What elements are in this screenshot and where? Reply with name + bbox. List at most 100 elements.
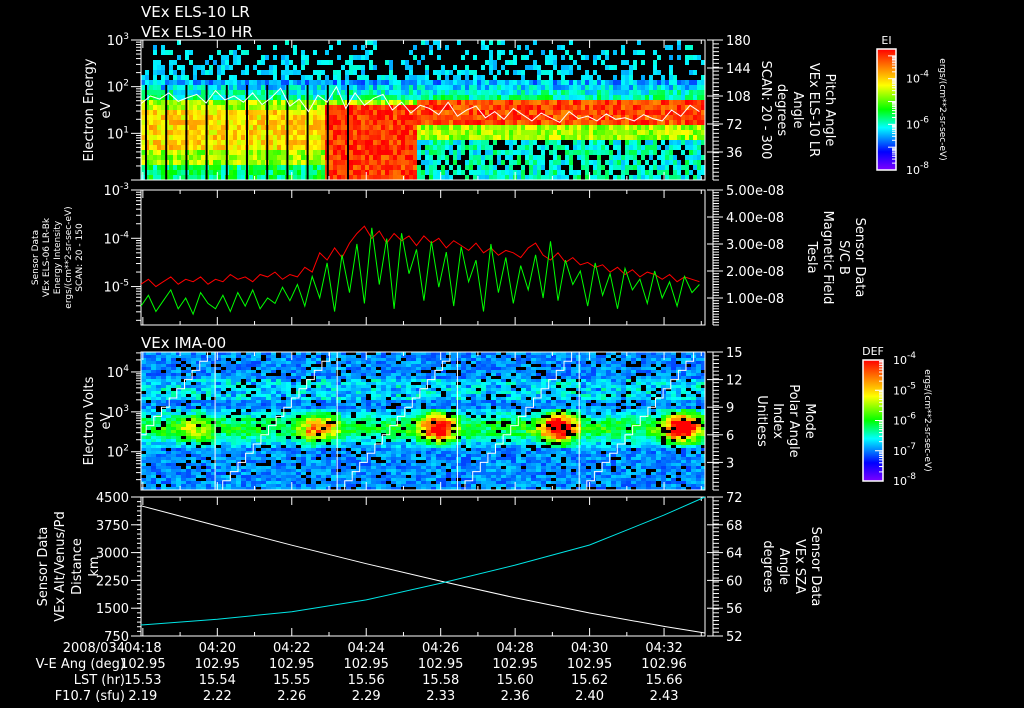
y-tick-label: 3750 xyxy=(96,519,129,534)
time-tick-label: 04:26 xyxy=(422,641,459,656)
y-axis-title: Energy Intensity xyxy=(53,220,63,294)
y2-tick-label: 2.00e-08 xyxy=(726,265,784,280)
y-axis-title: Electron Volts xyxy=(82,376,97,465)
y2-axis-title: Tesla xyxy=(804,240,819,273)
ephemeris-value: 102.95 xyxy=(120,657,166,672)
y-axis-title: VEx Alt/Venus/Pd xyxy=(53,511,68,622)
y2-tick-label: 4.00e-08 xyxy=(726,211,784,226)
y2-axis-title: VEx SZA xyxy=(792,539,807,594)
title-els-hr: VEx ELS-10 HR xyxy=(141,23,253,41)
ephemeris-value: 2.33 xyxy=(426,689,455,704)
y-axis-title: Sensor Data xyxy=(36,527,51,607)
y-tick-label: 750 xyxy=(104,630,129,645)
ephemeris-value: 102.95 xyxy=(567,657,613,672)
y2-tick-label: 52 xyxy=(726,630,743,645)
y2-tick-label: 5.00e-08 xyxy=(726,184,784,199)
colorbar-tick-label: 10-4 xyxy=(893,351,916,367)
y2-axis-title: Unitless xyxy=(754,395,769,447)
ephemeris-value: 2.22 xyxy=(203,689,232,704)
colorbar-tick-label: 10-6 xyxy=(893,412,916,428)
colorbar xyxy=(876,48,897,171)
y2-tick-label: 6 xyxy=(726,429,734,444)
colorbar-tick-label: 10-7 xyxy=(893,442,916,458)
y2-tick-label: 3 xyxy=(726,456,734,471)
y-axis-title: eV xyxy=(99,101,114,118)
ephemeris-value: 2.43 xyxy=(650,689,679,704)
y-axis-title: Sensor Data xyxy=(31,230,41,285)
ephemeris-value: 15.55 xyxy=(273,673,310,688)
colorbar-tick-label: 10-8 xyxy=(893,472,916,488)
y2-tick-label: 68 xyxy=(726,519,743,534)
y-axis-title: ergs/(cm**2-sr-sec-eV) xyxy=(64,206,74,308)
y2-tick-label: 60 xyxy=(726,574,743,589)
time-tick-label: 04:24 xyxy=(347,641,384,656)
magnetic-field-line xyxy=(140,227,700,316)
y2-axis-title: degrees xyxy=(774,84,789,137)
y-tick-label: 3000 xyxy=(96,547,129,562)
time-tick-label: 04:30 xyxy=(571,641,608,656)
ephemeris-value: 2.40 xyxy=(575,689,604,704)
y2-tick-label: 3.00e-08 xyxy=(726,238,784,253)
y2-axis-title: Angle xyxy=(790,92,805,129)
ephemeris-value: 2.26 xyxy=(277,689,306,704)
y2-axis-title: Mode xyxy=(802,403,817,438)
ephemeris-value: 2.19 xyxy=(128,689,157,704)
ephemeris-value: 102.95 xyxy=(343,657,389,672)
altitude-line xyxy=(140,505,706,634)
ephemeris-value: 15.53 xyxy=(124,673,161,688)
y2-axis-title: Magnetic Field xyxy=(820,211,835,305)
ephemeris-value: 15.62 xyxy=(571,673,608,688)
ima-spectrogram-image xyxy=(141,352,705,490)
ephemeris-value: 15.54 xyxy=(199,673,236,688)
title-els-lr: VEx ELS-10 LR xyxy=(141,3,250,21)
polar-angle-index-line xyxy=(579,351,702,491)
y2-tick-label: 36 xyxy=(726,146,743,161)
y-tick-label: 2250 xyxy=(96,574,129,589)
colorbar-unit-label: ergs/(cm**2-sr-sec-eV) xyxy=(937,58,947,160)
y-tick-label: 103 xyxy=(107,32,129,49)
time-tick-label: 04:18 xyxy=(124,641,161,656)
y-axis-title: Electron Energy xyxy=(82,58,97,161)
ephemeris-value: 102.95 xyxy=(418,657,464,672)
y2-axis-title: Sensor Data xyxy=(852,218,867,298)
ephemeris-value: 102.95 xyxy=(269,657,315,672)
y-tick-label: 4500 xyxy=(96,491,129,506)
time-tick-label: 04:32 xyxy=(645,641,682,656)
y2-axis-title: Index xyxy=(770,403,785,439)
y2-tick-label: 64 xyxy=(726,547,743,562)
time-tick-label: 04:20 xyxy=(199,641,236,656)
colorbar-title: DEF xyxy=(862,345,884,358)
ephemeris-value: 15.56 xyxy=(348,673,385,688)
y2-axis-title: S/C B xyxy=(836,240,851,275)
ephemeris-value: 102.95 xyxy=(492,657,538,672)
y2-axis-title: Pitch Angle xyxy=(822,74,837,147)
date-label: 2008/034 xyxy=(63,641,125,656)
y-tick-label: 101 xyxy=(107,125,129,142)
y2-tick-label: 9 xyxy=(726,401,734,416)
polar-angle-index-line xyxy=(141,351,216,436)
y2-tick-label: 1.00e-08 xyxy=(726,292,784,307)
sza-line xyxy=(141,496,706,626)
colorbar-tick-label: 10-4 xyxy=(906,70,929,86)
y2-axis-title: Sensor Data xyxy=(808,527,823,607)
y-tick-label: 104 xyxy=(107,364,130,381)
panel-frame xyxy=(140,39,706,181)
y-tick-label: 10-3 xyxy=(103,182,129,199)
polar-angle-index-line xyxy=(457,351,580,491)
y2-axis-title: Angle xyxy=(776,548,791,585)
ephemeris-value: 102.96 xyxy=(641,657,687,672)
y-axis-title: VEx ELS-06 LR-Bk xyxy=(42,217,52,297)
y-tick-label: 1500 xyxy=(96,602,129,617)
y-axis-title: eV xyxy=(99,412,114,429)
y2-axis-title: VEx ELS-10 LR xyxy=(806,63,821,157)
colorbar-title: EI xyxy=(881,34,891,47)
y2-tick-label: 56 xyxy=(726,602,743,617)
y2-tick-label: 12 xyxy=(726,374,743,389)
energy-intensity-line xyxy=(140,225,700,288)
ephemeris-value: 102.95 xyxy=(195,657,241,672)
ephemeris-row-label: LST (hr) xyxy=(74,673,125,688)
y2-axis-title: degrees xyxy=(760,540,775,593)
panel-frame xyxy=(140,189,706,326)
y-tick-label: 102 xyxy=(107,444,129,461)
ephemeris-row-label: F10.7 (sfu) xyxy=(55,689,125,704)
